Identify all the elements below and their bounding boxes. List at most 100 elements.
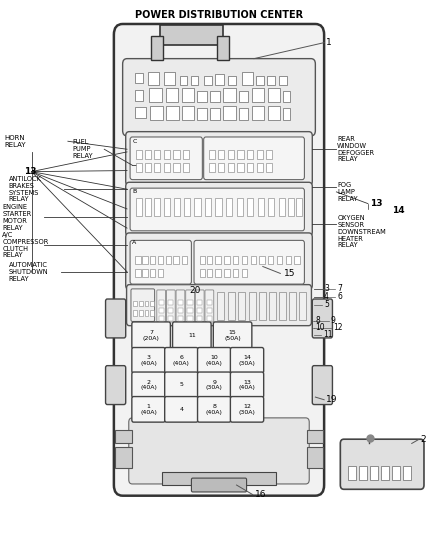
Bar bbox=[403, 466, 411, 480]
Bar bbox=[242, 269, 247, 277]
Text: A: A bbox=[132, 240, 137, 245]
Bar bbox=[238, 292, 245, 320]
Bar bbox=[296, 198, 302, 216]
Bar bbox=[182, 88, 194, 102]
FancyBboxPatch shape bbox=[114, 24, 324, 496]
Bar bbox=[174, 198, 180, 216]
Bar bbox=[207, 269, 212, 277]
Bar bbox=[210, 91, 220, 102]
Bar bbox=[164, 150, 170, 159]
Text: 8: 8 bbox=[315, 317, 320, 325]
FancyBboxPatch shape bbox=[157, 290, 166, 322]
Bar bbox=[150, 106, 163, 120]
Bar bbox=[154, 198, 160, 216]
Bar bbox=[218, 163, 224, 172]
Bar bbox=[148, 72, 159, 85]
FancyBboxPatch shape bbox=[165, 348, 198, 373]
Bar bbox=[215, 269, 221, 277]
Bar bbox=[207, 308, 212, 313]
Text: 11: 11 bbox=[188, 333, 196, 338]
Bar bbox=[158, 269, 163, 277]
Bar bbox=[173, 163, 180, 172]
Text: 3
(40A): 3 (40A) bbox=[140, 355, 157, 366]
Bar bbox=[215, 198, 222, 216]
Bar bbox=[233, 269, 238, 277]
Text: 16: 16 bbox=[255, 490, 266, 499]
Bar bbox=[135, 107, 146, 118]
Bar bbox=[228, 292, 235, 320]
Text: 14
(30A): 14 (30A) bbox=[239, 355, 255, 366]
Bar bbox=[252, 88, 264, 102]
Bar bbox=[197, 91, 207, 102]
Bar bbox=[259, 256, 265, 264]
Bar bbox=[279, 292, 286, 320]
Text: FOG
LAMP
RELAY: FOG LAMP RELAY bbox=[337, 182, 358, 201]
Text: 13
(40A): 13 (40A) bbox=[239, 379, 255, 390]
Bar bbox=[268, 88, 280, 102]
Text: 4: 4 bbox=[179, 407, 184, 412]
Bar bbox=[136, 150, 142, 159]
Bar bbox=[266, 163, 272, 172]
Bar bbox=[257, 150, 263, 159]
Bar bbox=[279, 198, 285, 216]
FancyBboxPatch shape bbox=[312, 366, 332, 405]
FancyBboxPatch shape bbox=[132, 348, 165, 373]
FancyBboxPatch shape bbox=[166, 290, 175, 322]
Bar bbox=[233, 256, 238, 264]
Bar bbox=[158, 256, 163, 264]
Text: 5: 5 bbox=[324, 301, 329, 309]
Bar bbox=[217, 36, 229, 60]
Bar bbox=[135, 256, 141, 264]
Bar bbox=[392, 466, 400, 480]
Bar bbox=[209, 163, 215, 172]
Text: ANTILOCK
BRAKES
SYSTEMS
RELAY: ANTILOCK BRAKES SYSTEMS RELAY bbox=[9, 176, 42, 203]
Text: 13: 13 bbox=[24, 167, 37, 176]
Text: 3: 3 bbox=[324, 285, 329, 293]
Text: 9: 9 bbox=[331, 317, 336, 325]
Bar bbox=[247, 150, 253, 159]
FancyBboxPatch shape bbox=[131, 289, 155, 321]
FancyBboxPatch shape bbox=[195, 290, 204, 322]
Bar bbox=[267, 76, 275, 85]
Bar bbox=[207, 316, 212, 321]
Text: 9
(30A): 9 (30A) bbox=[206, 379, 223, 390]
Bar bbox=[266, 150, 272, 159]
Bar bbox=[159, 300, 164, 305]
FancyBboxPatch shape bbox=[191, 478, 247, 492]
FancyBboxPatch shape bbox=[126, 233, 312, 289]
Bar bbox=[150, 256, 155, 264]
FancyBboxPatch shape bbox=[165, 397, 198, 422]
Bar bbox=[164, 72, 175, 85]
Bar bbox=[207, 300, 212, 305]
Text: OXYGEN
SENSOR
DOWNSTREAM
HEATER
RELAY: OXYGEN SENSOR DOWNSTREAM HEATER RELAY bbox=[337, 215, 386, 248]
FancyBboxPatch shape bbox=[198, 397, 231, 422]
Text: 12: 12 bbox=[333, 324, 343, 332]
Bar bbox=[178, 300, 183, 305]
FancyBboxPatch shape bbox=[198, 348, 231, 373]
Text: 11: 11 bbox=[323, 330, 333, 339]
Bar bbox=[194, 198, 201, 216]
Bar bbox=[215, 256, 221, 264]
Text: 10
(40A): 10 (40A) bbox=[206, 355, 223, 366]
Bar bbox=[168, 316, 173, 321]
Bar bbox=[348, 466, 356, 480]
Bar bbox=[210, 108, 220, 120]
Bar bbox=[381, 466, 389, 480]
Bar bbox=[160, 25, 223, 45]
Bar bbox=[204, 76, 212, 85]
Bar bbox=[164, 163, 170, 172]
Text: C: C bbox=[132, 139, 137, 143]
FancyBboxPatch shape bbox=[204, 137, 304, 180]
Bar bbox=[135, 90, 143, 101]
Bar bbox=[205, 198, 211, 216]
Bar bbox=[268, 106, 280, 120]
Bar bbox=[237, 150, 244, 159]
Text: FUEL
PUMP
RELAY: FUEL PUMP RELAY bbox=[72, 140, 93, 159]
Bar bbox=[166, 106, 179, 120]
Bar bbox=[159, 308, 164, 313]
Bar bbox=[237, 163, 244, 172]
Bar bbox=[249, 292, 256, 320]
Bar bbox=[142, 269, 148, 277]
Text: 2
(40A): 2 (40A) bbox=[140, 379, 157, 390]
Text: 19: 19 bbox=[326, 395, 338, 404]
